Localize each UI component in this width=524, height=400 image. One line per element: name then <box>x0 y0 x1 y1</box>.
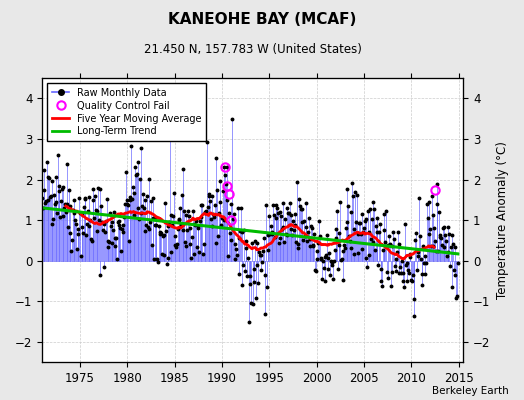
Title: 21.450 N, 157.783 W (United States): 21.450 N, 157.783 W (United States) <box>144 43 362 56</box>
Text: KANEOHE BAY (MCAF): KANEOHE BAY (MCAF) <box>168 12 356 27</box>
Text: Berkeley Earth: Berkeley Earth <box>432 386 508 396</box>
Legend: Raw Monthly Data, Quality Control Fail, Five Year Moving Average, Long-Term Tren: Raw Monthly Data, Quality Control Fail, … <box>47 83 206 141</box>
Y-axis label: Temperature Anomaly (°C): Temperature Anomaly (°C) <box>496 141 509 299</box>
